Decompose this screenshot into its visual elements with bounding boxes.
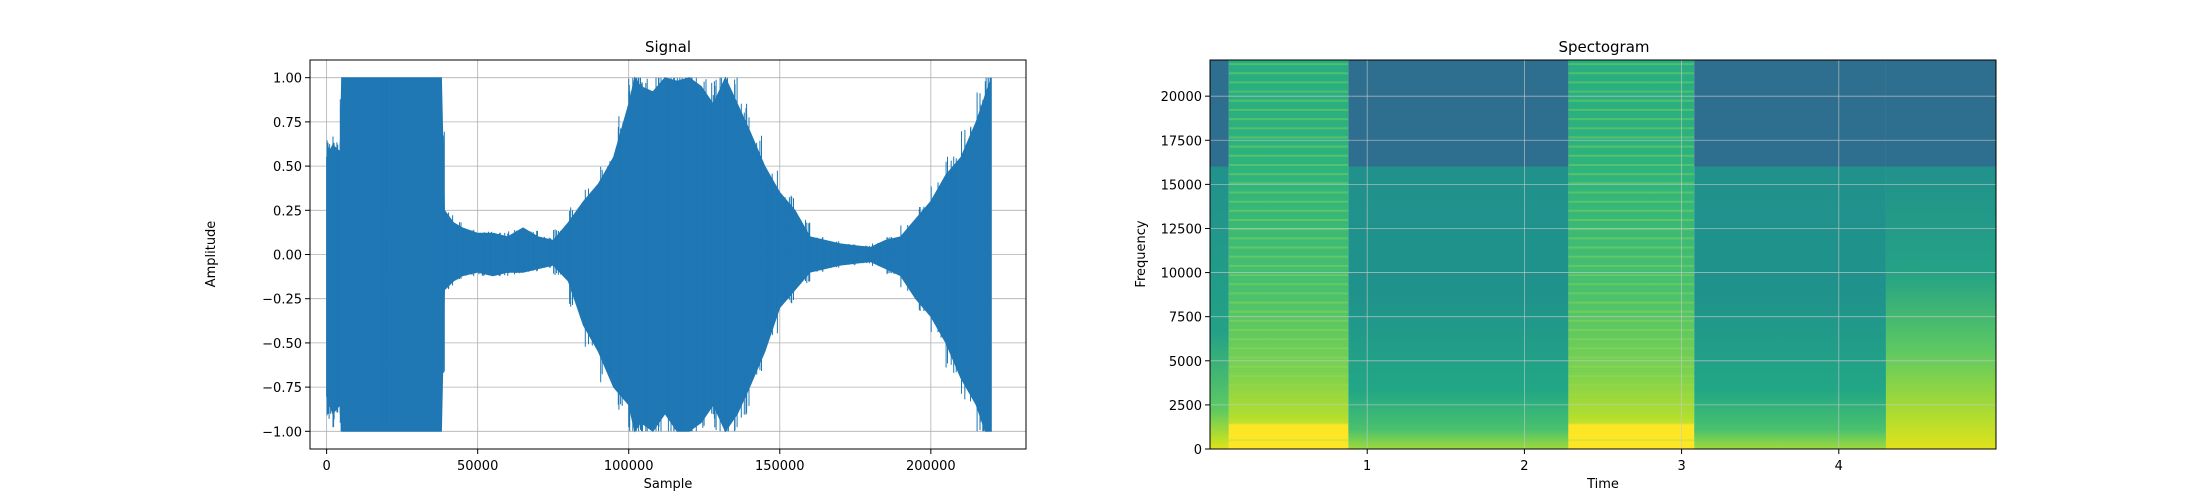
spectrogram-x-tick-label: 4 (1835, 459, 1843, 474)
signal-x-tick-label: 150000 (755, 459, 805, 474)
spectrogram-segment (1694, 60, 1886, 449)
spectrogram-title: Spectogram (1558, 38, 1649, 56)
signal-panel: Signal 0 50000 100000 150000 200000 −1.00 −0.… (204, 38, 1027, 492)
spectrogram-harmonics (1568, 63, 1695, 442)
spectrogram-image (1210, 60, 1996, 449)
spectrogram-segment (1885, 60, 1996, 449)
signal-y-tick-label: 0.25 (273, 204, 302, 219)
spectrogram-fundamental-band (1568, 424, 1695, 439)
signal-xlabel: Sample (644, 477, 693, 492)
spectrogram-xlabel: Time (1586, 477, 1619, 492)
signal-y-tick-label: −0.25 (262, 293, 302, 308)
spectrogram-harmonics (1228, 63, 1349, 442)
spectrogram-segment (1348, 60, 1569, 449)
spectrogram-y-ticks: 0 2500 5000 7500 10000 12500 15000 17500 20000 (1161, 90, 1210, 458)
spectrogram-segment (1568, 60, 1695, 449)
signal-x-ticks: 0 50000 100000 150000 200000 (322, 449, 956, 474)
signal-y-tick-label: 0.00 (273, 249, 302, 264)
spectrogram-x-ticks: 1 2 3 4 (1363, 449, 1843, 474)
spectrogram-segment (1210, 60, 1229, 449)
spectrogram-segment (1228, 60, 1349, 449)
spectrogram-x-tick-label: 3 (1677, 459, 1685, 474)
spectrogram-y-tick-label: 12500 (1161, 222, 1202, 237)
spectrogram-ylabel: Frequency (1134, 220, 1149, 287)
signal-y-tick-label: 0.75 (273, 116, 302, 131)
spectrogram-y-tick-label: 15000 (1161, 178, 1202, 193)
signal-y-tick-label: 1.00 (273, 72, 302, 87)
spectrogram-y-tick-label: 2500 (1169, 399, 1202, 414)
spectrogram-y-tick-label: 20000 (1161, 90, 1202, 105)
signal-x-tick-label: 50000 (457, 459, 498, 474)
signal-waveform (326, 76, 992, 433)
signal-y-tick-label: −0.75 (262, 381, 302, 396)
spectrogram-y-tick-label: 17500 (1161, 134, 1202, 149)
spectrogram-y-tick-label: 7500 (1169, 311, 1202, 326)
spectrogram-x-tick-label: 2 (1520, 459, 1528, 474)
spectrogram-y-tick-label: 0 (1194, 443, 1202, 458)
signal-y-ticks: −1.00 −0.75 −0.50 −0.25 0.00 0.25 0.50 0.75 1.00 (262, 72, 310, 440)
spectrogram-axes-frame (1209, 59, 1997, 450)
spectrogram-x-tick-label: 1 (1363, 459, 1371, 474)
signal-ylabel: Amplitude (204, 221, 219, 288)
spectrogram-y-tick-label: 10000 (1161, 267, 1202, 282)
spectrogram-fundamental-band (1228, 424, 1349, 439)
spectrogram-y-tick-label: 5000 (1169, 355, 1202, 370)
signal-waveform-spikes (326, 77, 992, 432)
signal-y-tick-label: −0.50 (262, 337, 302, 352)
spectrogram-panel: Spectogram 1 2 3 4 0 2500 5000 7500 10000 12500 1… (1134, 38, 1997, 492)
signal-title: Signal (645, 38, 691, 56)
signal-y-tick-label: −1.00 (262, 425, 302, 440)
signal-x-tick-label: 0 (322, 459, 330, 474)
signal-x-tick-label: 200000 (906, 459, 956, 474)
signal-x-tick-label: 100000 (604, 459, 654, 474)
signal-y-tick-label: 0.50 (273, 160, 302, 175)
